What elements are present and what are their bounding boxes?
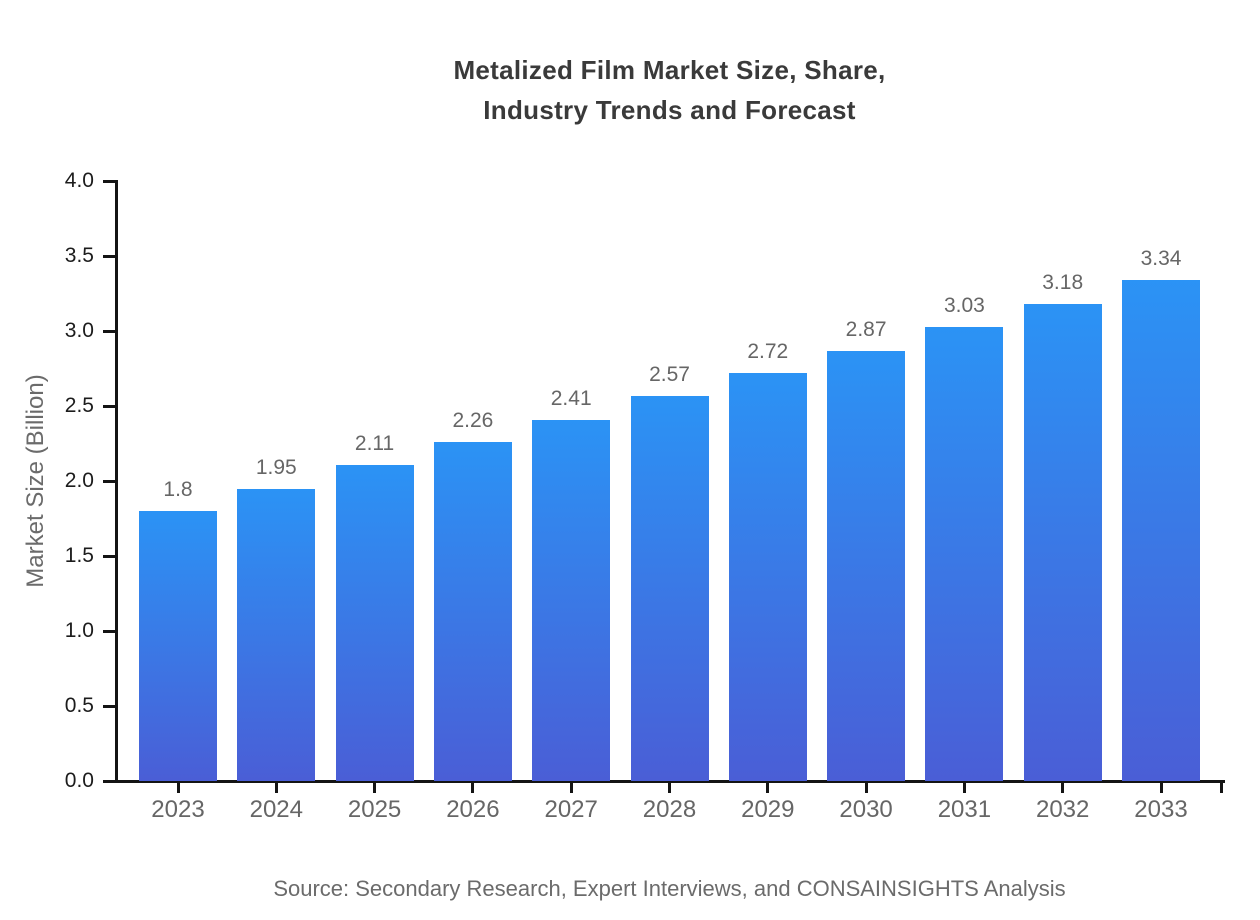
x-tick-label: 2029 [741, 796, 795, 823]
y-tick [102, 179, 115, 183]
y-tick-label: 1.5 [64, 544, 94, 567]
y-axis-line [114, 179, 118, 783]
x-tick-label: 2030 [839, 796, 893, 823]
bar [1023, 304, 1102, 781]
bar-value-label: 2.87 [845, 317, 887, 341]
x-tick [1061, 781, 1065, 793]
y-tick-label: 2.0 [64, 469, 94, 492]
y-tick [102, 554, 115, 558]
x-tick [176, 781, 180, 793]
x-tick-label: 2025 [347, 796, 402, 823]
bar-value-label: 2.26 [452, 409, 494, 432]
x-tick [766, 781, 770, 793]
x-tick-label: 2033 [1134, 796, 1188, 823]
x-tick [471, 781, 475, 793]
y-tick [102, 404, 115, 408]
y-tick-label: 3.0 [64, 319, 94, 342]
bar [335, 464, 414, 781]
x-tick [569, 781, 573, 793]
chart-title: Metalized Film Market Size, Share, Indus… [116, 50, 1223, 130]
bar [630, 395, 709, 781]
x-tick-label: 2028 [642, 796, 697, 823]
chart-title-line1: Metalized Film Market Size, Share, [453, 55, 886, 85]
x-tick [274, 781, 278, 793]
y-tick-label: 0.5 [64, 694, 94, 717]
y-tick-label: 0.0 [64, 769, 94, 792]
x-tick [373, 781, 377, 793]
bar [728, 373, 807, 781]
x-tick [864, 781, 868, 793]
source-note: Source: Secondary Research, Expert Inter… [273, 876, 1066, 901]
x-tick-label: 2026 [446, 796, 500, 823]
bar-value-label: 3.03 [943, 293, 985, 317]
x-tick [668, 781, 671, 793]
y-tick-label: 3.5 [64, 244, 94, 267]
bar [139, 511, 217, 781]
y-tick-label: 1.0 [64, 619, 94, 642]
y-tick [102, 254, 115, 258]
plot-area: 0.0 0.5 1.0 1.5 2.0 2.5 3.0 3.5 4.0 1.8 2023 1.95 20… [65, 170, 1225, 823]
bar-value-label: 2.41 [550, 386, 592, 410]
x-tick-label: 2031 [937, 796, 992, 823]
x-tick-label: 2027 [544, 796, 598, 823]
x-axis-end-tick [1220, 781, 1223, 793]
y-tick-label: 4.0 [64, 169, 94, 192]
chart-title-line2: Industry Trends and Forecast [483, 95, 856, 125]
x-tick [1159, 781, 1163, 793]
bar [1122, 280, 1200, 781]
x-tick [962, 781, 966, 793]
bar-value-label: 3.34 [1140, 247, 1182, 270]
bar-value-label: 2.57 [649, 362, 690, 386]
x-tick-label: 2024 [249, 796, 303, 823]
y-tick [102, 479, 115, 483]
bar-value-label: 2.72 [747, 340, 789, 363]
bar-value-label: 1.95 [255, 455, 297, 479]
bar [827, 350, 906, 781]
bar-value-label: 2.11 [354, 431, 395, 455]
bar-value-label: 3.18 [1042, 271, 1084, 294]
y-tick [102, 779, 115, 783]
y-tick [102, 629, 115, 633]
y-tick [102, 704, 115, 708]
bar [237, 488, 316, 781]
x-tick-label: 2032 [1035, 796, 1090, 823]
x-tick-label: 2023 [151, 796, 205, 823]
y-tick [102, 329, 115, 333]
bar [532, 419, 611, 781]
bar [925, 326, 1004, 781]
bar [433, 442, 512, 781]
y-tick-label: 2.5 [64, 394, 94, 417]
bar-value-label: 1.8 [163, 478, 193, 501]
